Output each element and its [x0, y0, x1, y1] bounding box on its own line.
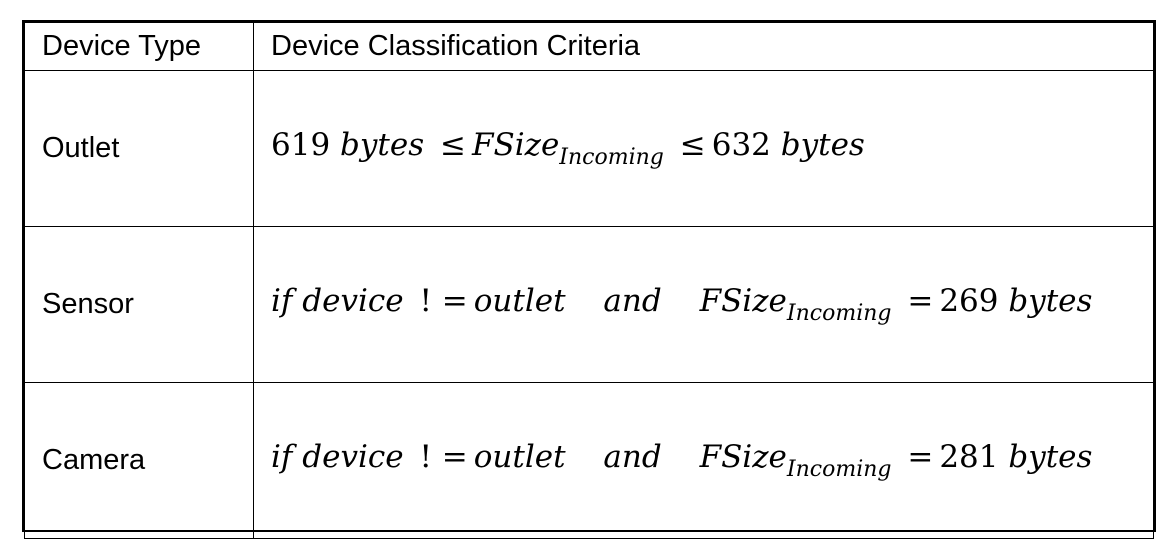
classification-table-grid: Device Type Device Classification Criter…: [24, 22, 1154, 539]
device-name-outlet: Outlet: [24, 70, 254, 227]
table-row-sensor: Sensor if device ! = outlet and FSizeInco…: [24, 226, 1154, 383]
upper-bound-value: 632: [711, 127, 771, 163]
header-criteria: Device Classification Criteria: [253, 22, 1154, 71]
device-word: device: [302, 439, 404, 475]
device-classification-table: Device Type Device Classification Criter…: [22, 20, 1156, 539]
fsize-variable: FSize: [699, 283, 787, 319]
leq-operator: ≤: [439, 127, 466, 163]
unit-label: bytes: [340, 127, 425, 163]
outlet-word: outlet: [473, 283, 566, 319]
criteria-sensor: if device ! = outlet and FSizeIncoming = 2…: [253, 226, 1154, 383]
table-row-camera: Camera if device ! = outlet and FSizeInco…: [24, 382, 1154, 539]
eq-operator: =: [907, 439, 934, 475]
incoming-subscript: Incoming: [786, 457, 892, 482]
unit-label: bytes: [1008, 283, 1093, 319]
leq-operator-2: ≤: [679, 127, 706, 163]
fsize-variable: FSize: [471, 127, 560, 163]
neq-operator: ! =: [419, 439, 468, 475]
and-keyword: and: [603, 283, 662, 319]
table-row-outlet: Outlet 619 bytes ≤ FSizeIncoming ≤632 byt…: [24, 70, 1154, 227]
if-keyword: if: [271, 439, 293, 475]
incoming-subscript: Incoming: [559, 145, 664, 170]
device-name-camera: Camera: [24, 382, 254, 539]
eq-operator: =: [907, 283, 934, 319]
unit-label-2: bytes: [780, 127, 865, 163]
fsize-variable: FSize: [699, 439, 787, 475]
neq-operator: ! =: [419, 283, 468, 319]
and-keyword: and: [603, 439, 662, 475]
incoming-subscript: Incoming: [786, 301, 892, 326]
criteria-outlet: 619 bytes ≤ FSizeIncoming ≤632 bytes: [253, 70, 1154, 227]
criteria-camera: if device ! = outlet and FSizeIncoming = 2…: [253, 382, 1154, 539]
device-word: device: [302, 283, 404, 319]
outlet-word: outlet: [473, 439, 566, 475]
unit-label: bytes: [1008, 439, 1093, 475]
table-header-row: Device Type Device Classification Criter…: [24, 22, 1154, 71]
header-device-type: Device Type: [24, 22, 254, 71]
if-keyword: if: [271, 283, 293, 319]
size-value: 281: [939, 439, 999, 475]
size-value: 269: [939, 283, 999, 319]
lower-bound-value: 619: [271, 127, 331, 163]
device-name-sensor: Sensor: [24, 226, 254, 383]
